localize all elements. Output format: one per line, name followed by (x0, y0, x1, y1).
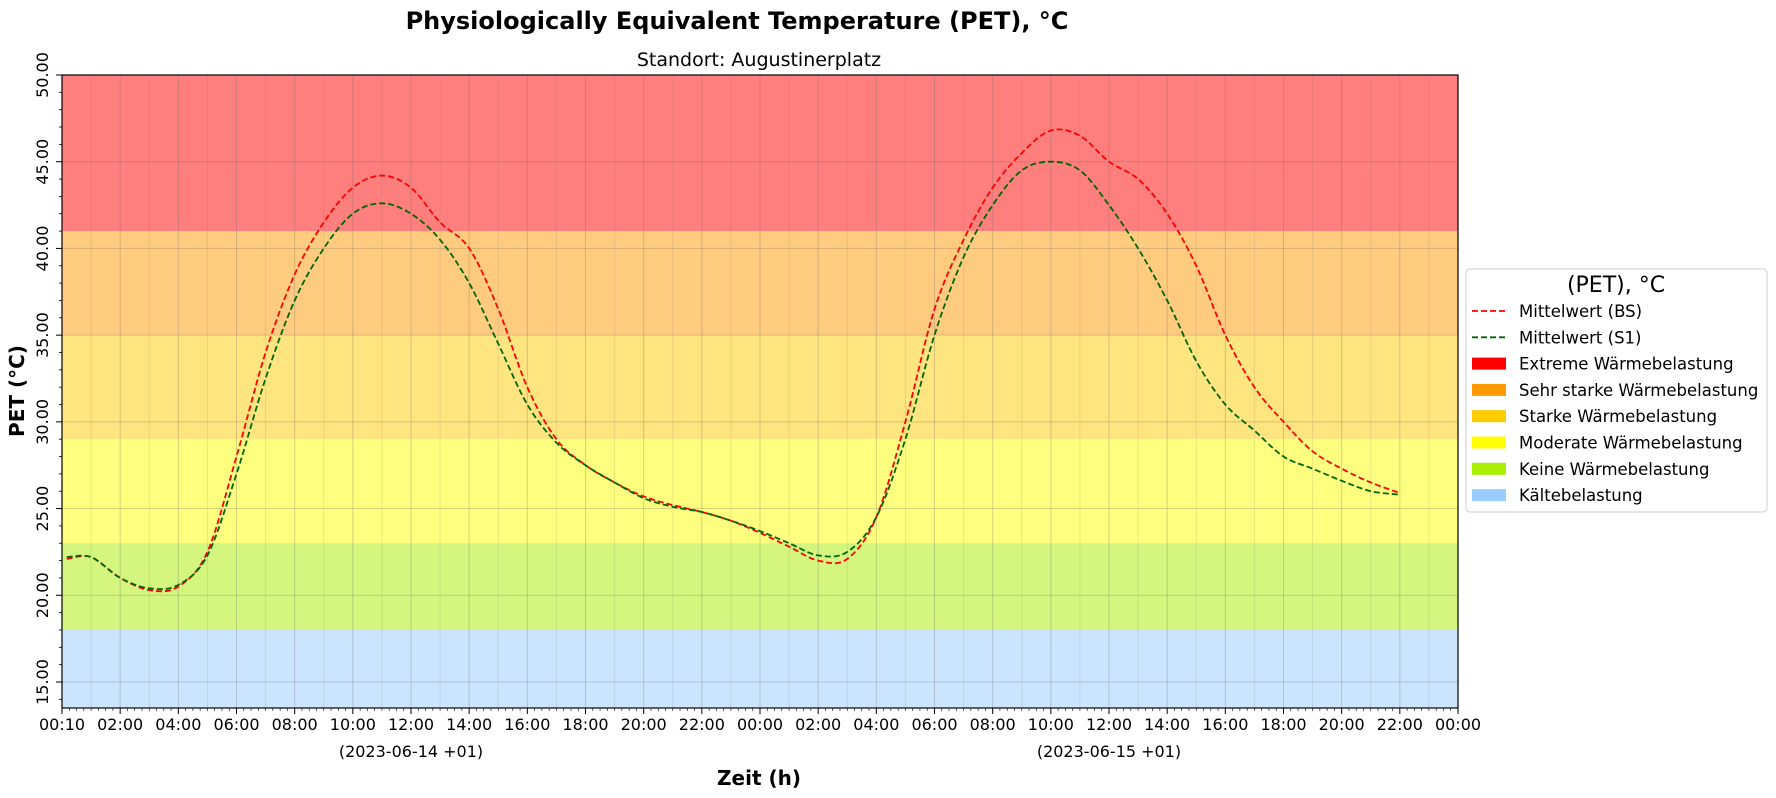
y-tick-label-1: 20.00 (33, 572, 52, 618)
chart-title: Physiologically Equivalent Temperature (… (406, 7, 1069, 35)
series-lines (66, 128, 1401, 593)
legend-band-label-1: Sehr starke Wärmebelastung (1519, 381, 1758, 400)
x-tick-label-7: 14:00 (446, 715, 492, 734)
x-tick-label-15: 06:00 (911, 715, 957, 734)
x-date-label-0: (2023-06-14 +01) (339, 742, 483, 761)
series-line-1 (66, 160, 1400, 591)
x-tick-label-21: 18:00 (1260, 715, 1306, 734)
x-axis: 00:10 02:00 04:00 06:00 08:00 10:00 12:00 14:00… (39, 708, 1481, 761)
legend-label-1: Mittelwert (S1) (1519, 328, 1642, 347)
x-tick-label-23: 22:00 (1377, 715, 1423, 734)
grid-lines (62, 74, 1458, 708)
x-tick-label-4: 08:00 (272, 715, 318, 734)
y-axis: 15.00 20.00 25.00 30.00 35.00 40.00 45.00 50.00 (33, 52, 62, 705)
series-line-0 (66, 128, 1401, 593)
y-tick-label-0: 15.00 (33, 659, 52, 705)
legend-label-0: Mittelwert (BS) (1519, 302, 1642, 321)
legend-band-label-0: Extreme Wärmebelastung (1519, 355, 1734, 374)
heat-stress-bands (62, 75, 1458, 708)
legend-swatch-2 (1472, 410, 1506, 423)
y-tick-label-5: 40.00 (33, 226, 52, 272)
x-tick-label-2: 04:00 (155, 715, 201, 734)
x-tick-label-24: 00:00 (1435, 715, 1481, 734)
x-tick-label-10: 20:00 (621, 715, 667, 734)
legend-swatch-4 (1472, 462, 1506, 475)
x-tick-label-12: 00:00 (737, 715, 783, 734)
x-tick-label-14: 04:00 (853, 715, 899, 734)
legend-swatch-0 (1472, 357, 1506, 370)
legend-band-label-4: Keine Wärmebelastung (1519, 460, 1709, 479)
legend-band-label-2: Starke Wärmebelastung (1519, 407, 1717, 426)
x-tick-label-1: 02:00 (97, 715, 143, 734)
legend-items: Mittelwert (BS) Mittelwert (S1) Extreme Wä… (1472, 302, 1758, 505)
y-tick-label-4: 35.00 (33, 312, 52, 358)
x-tick-label-8: 16:00 (504, 715, 550, 734)
legend-band-label-3: Moderate Wärmebelastung (1519, 434, 1743, 453)
legend-title: (PET), °C (1567, 273, 1665, 298)
y-tick-label-2: 25.00 (33, 486, 52, 532)
x-tick-label-0: 00:10 (39, 715, 85, 734)
x-tick-label-17: 10:00 (1028, 715, 1074, 734)
y-tick-label-6: 45.00 (33, 139, 52, 185)
x-tick-label-9: 18:00 (562, 715, 608, 734)
band-2 (62, 335, 1458, 440)
legend-swatch-1 (1472, 383, 1506, 396)
x-tick-label-22: 20:00 (1319, 715, 1365, 734)
band-1 (62, 231, 1458, 336)
legend: (PET), °C Mittelwert (BS) Mittelwert (S1)… (1465, 268, 1768, 513)
y-axis-label: PET (°C) (5, 345, 29, 437)
x-tick-label-18: 12:00 (1086, 715, 1132, 734)
x-tick-label-3: 06:00 (213, 715, 259, 734)
x-axis-label: Zeit (h) (717, 766, 801, 790)
x-tick-label-13: 02:00 (795, 715, 841, 734)
band-0 (62, 75, 1458, 232)
legend-swatch-3 (1472, 436, 1506, 449)
y-tick-label-3: 30.00 (33, 399, 52, 445)
x-tick-label-16: 08:00 (970, 715, 1016, 734)
x-tick-label-6: 12:00 (388, 715, 434, 734)
y-tick-label-7: 50.00 (33, 52, 52, 98)
x-date-label-1: (2023-06-15 +01) (1037, 742, 1181, 761)
legend-box (1465, 268, 1768, 513)
band-3 (62, 439, 1458, 544)
x-tick-label-19: 14:00 (1144, 715, 1190, 734)
x-tick-label-5: 10:00 (330, 715, 376, 734)
x-tick-label-11: 22:00 (679, 715, 725, 734)
legend-swatch-5 (1472, 489, 1506, 502)
x-tick-label-20: 16:00 (1202, 715, 1248, 734)
chart-subtitle: Standort: Augustinerplatz (637, 49, 881, 71)
band-4 (62, 543, 1458, 630)
legend-band-label-5: Kältebelastung (1519, 486, 1643, 505)
band-5 (62, 629, 1458, 708)
